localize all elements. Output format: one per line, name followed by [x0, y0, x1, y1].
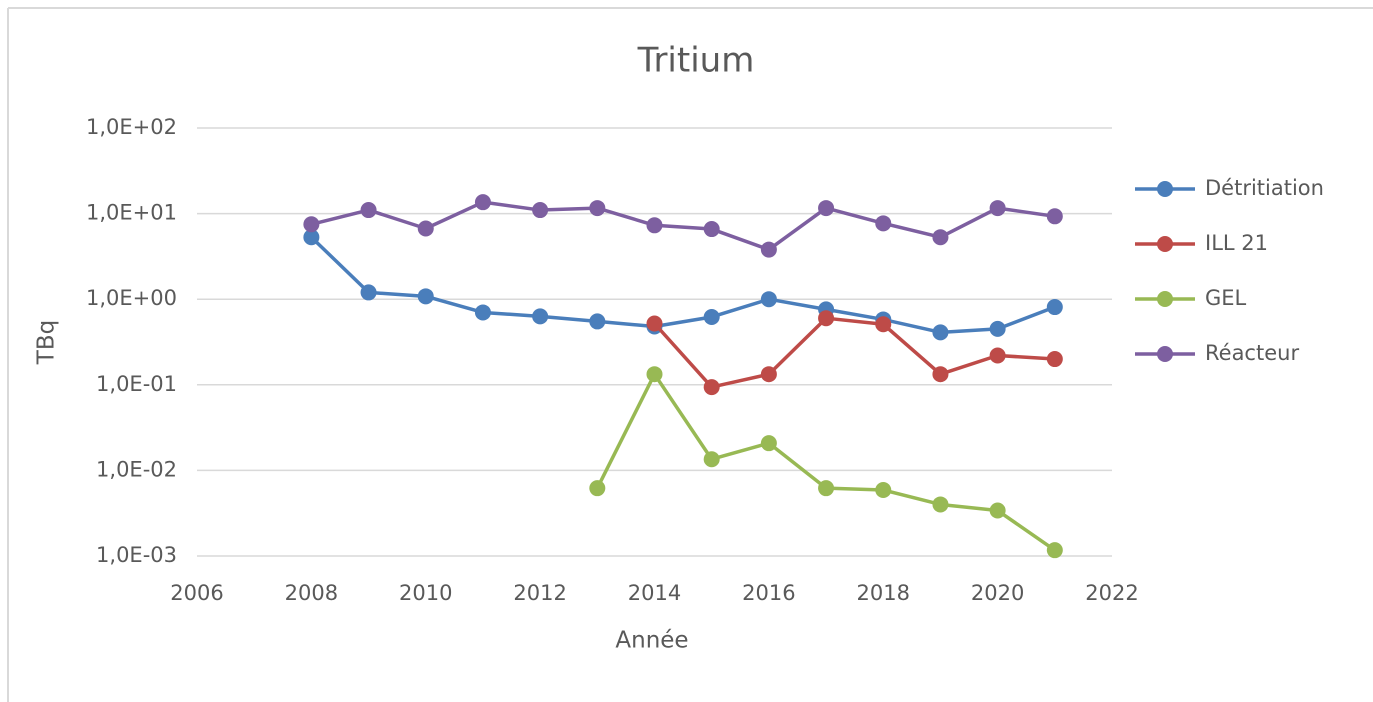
series-line	[653, 316, 1055, 389]
x-axis-title: Année	[615, 628, 688, 654]
data-point	[646, 217, 663, 234]
data-point	[417, 288, 434, 305]
x-tick-label: 2010	[399, 581, 452, 605]
y-tick-label: 1,0E+00	[86, 286, 177, 310]
data-point	[818, 310, 835, 327]
legend-marker	[1157, 291, 1173, 307]
series-line	[310, 200, 1056, 252]
data-point	[989, 320, 1006, 337]
data-point	[703, 308, 720, 325]
data-point	[474, 194, 491, 211]
x-tick-label: 2014	[628, 581, 681, 605]
x-tick-label: 2012	[513, 581, 566, 605]
chart-title: Tritium	[637, 41, 755, 81]
legend-label: Détritiation	[1205, 176, 1324, 200]
data-point	[703, 379, 720, 396]
data-point	[1046, 299, 1063, 316]
data-point	[932, 496, 949, 513]
data-point	[589, 313, 606, 330]
data-point	[875, 482, 892, 499]
data-point	[532, 202, 549, 219]
x-tick-label: 2018	[857, 581, 910, 605]
data-point	[646, 366, 663, 383]
x-tick-label: 2006	[170, 581, 223, 605]
data-point	[932, 324, 949, 341]
data-point	[360, 284, 377, 301]
data-point	[1046, 208, 1063, 225]
legend-label: Réacteur	[1205, 341, 1299, 365]
data-point	[760, 241, 777, 258]
data-point	[989, 200, 1006, 217]
y-tick-label: 1,0E-02	[96, 457, 177, 481]
y-tick-label: 1,0E+02	[86, 115, 177, 139]
data-point	[818, 200, 835, 217]
data-point	[474, 304, 491, 321]
data-point	[875, 215, 892, 232]
data-point	[417, 220, 434, 237]
data-point	[818, 480, 835, 497]
legend-marker	[1157, 346, 1173, 362]
y-tick-label: 1,0E-03	[96, 543, 177, 567]
data-point	[303, 216, 320, 233]
data-point	[989, 347, 1006, 364]
data-point	[760, 291, 777, 308]
legend-marker	[1157, 181, 1173, 197]
y-tick-label: 1,0E-01	[96, 372, 177, 396]
data-point	[703, 451, 720, 468]
data-point	[532, 308, 549, 325]
y-tick-label: 1,0E+01	[86, 201, 177, 225]
data-point	[989, 502, 1006, 519]
data-point	[303, 229, 320, 246]
data-point	[932, 229, 949, 246]
legend-marker	[1157, 236, 1173, 252]
data-point	[589, 480, 606, 497]
data-point	[703, 221, 720, 238]
data-point	[360, 202, 377, 219]
data-point	[760, 366, 777, 383]
series-line	[595, 372, 1056, 552]
x-tick-label: 2016	[742, 581, 795, 605]
data-point	[646, 315, 663, 332]
data-point	[589, 200, 606, 217]
legend-label: GEL	[1205, 286, 1247, 310]
x-tick-label: 2022	[1085, 581, 1138, 605]
data-point	[760, 435, 777, 452]
series-line	[310, 235, 1056, 335]
data-point	[1046, 351, 1063, 368]
x-tick-label: 2020	[971, 581, 1024, 605]
x-tick-label: 2008	[285, 581, 338, 605]
data-point	[932, 366, 949, 383]
legend-label: ILL 21	[1205, 231, 1268, 255]
data-point	[1046, 542, 1063, 559]
data-point	[875, 316, 892, 333]
y-axis-title: TBq	[34, 320, 60, 365]
